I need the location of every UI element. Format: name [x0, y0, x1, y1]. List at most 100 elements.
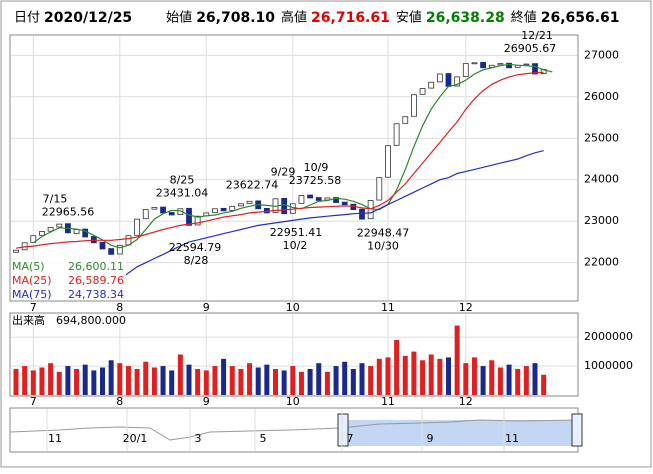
volume-bar — [247, 363, 253, 395]
volume-bar — [91, 370, 97, 395]
header: 日付 2020/12/25 始値 26,708.10 高値 26,716.61 安値 26,6… — [14, 10, 620, 27]
candle-body — [142, 209, 149, 220]
candle-body — [445, 73, 452, 87]
candle-body — [116, 244, 123, 255]
volume-bar — [316, 363, 322, 395]
x-tick-label: 8 — [116, 301, 123, 314]
candle-body — [454, 76, 461, 87]
volume-bar — [532, 363, 538, 395]
volume-bar — [402, 355, 408, 395]
volume-bar — [324, 371, 330, 395]
volume-bar — [100, 367, 105, 395]
navigator-line — [9, 419, 579, 441]
candle-body — [315, 197, 322, 201]
y-tick-label: 24000 — [584, 173, 619, 186]
legend-value: 26,600.11 — [68, 260, 124, 273]
volume-bar — [134, 368, 140, 395]
candle-body — [532, 63, 538, 75]
x-tick-label: 12 — [459, 395, 473, 408]
header-value: 2020/12/25 — [44, 10, 132, 26]
header-label: 高値 — [281, 10, 307, 26]
ma-line — [119, 150, 544, 280]
header-label: 終値 — [511, 10, 537, 26]
volume-bar — [264, 364, 270, 395]
candle-body — [56, 223, 63, 228]
volume-bar — [56, 371, 62, 395]
volume-bar — [428, 354, 434, 395]
volume-bar — [471, 357, 477, 395]
candle-body — [194, 215, 201, 226]
navigator-label: 11 — [48, 432, 62, 445]
volume-bar — [22, 366, 28, 395]
candle-body — [90, 236, 97, 244]
legend-name: MA(75) — [12, 288, 52, 301]
navigator-label: 11 — [505, 432, 519, 445]
candle-body — [298, 195, 305, 204]
navigator-label: 7 — [347, 432, 354, 445]
candle-body — [523, 63, 530, 66]
candle-body — [39, 231, 45, 236]
y-tick-label: 22000 — [584, 256, 619, 269]
candle-body — [462, 63, 469, 77]
annotation-date: 10/9 — [304, 161, 329, 174]
annotation-date: 10/30 — [367, 239, 399, 252]
navigator-handle-right[interactable] — [571, 413, 583, 447]
header-label: 始値 — [166, 10, 192, 26]
volume-bar — [30, 370, 36, 395]
header-value: 26,716.61 — [311, 10, 390, 26]
volume-value: 694,800.000 — [56, 314, 126, 327]
volume-bar — [298, 371, 304, 395]
candle-body — [134, 218, 141, 236]
candle-body — [220, 207, 227, 212]
volume-bar — [203, 370, 209, 395]
volume-bar — [385, 357, 391, 395]
volume-bar — [48, 363, 54, 395]
candle-body — [419, 88, 426, 95]
annotation-value: 23725.58 — [289, 174, 342, 187]
navigator-handle-left[interactable] — [337, 413, 349, 447]
candle-body — [99, 241, 106, 250]
volume-bar — [151, 367, 157, 395]
volume-bar — [463, 363, 469, 395]
candle-body — [108, 248, 115, 255]
volume-bar — [74, 368, 80, 395]
volume-bar — [420, 360, 426, 395]
ma-line — [32, 63, 553, 249]
annotation-date: 9/29 — [271, 165, 296, 178]
volume-bar — [169, 370, 175, 395]
annotation-date: 8/28 — [184, 254, 209, 267]
legend-value: 24,738.34 — [68, 288, 124, 301]
legend-name: MA(5) — [12, 260, 45, 273]
volume-bar — [541, 374, 547, 395]
x-tick-label: 11 — [381, 301, 395, 314]
annotation-value: 22951.41 — [270, 226, 323, 239]
candle-body — [229, 205, 236, 211]
annotation-date: 8/25 — [170, 173, 195, 186]
price-panel — [9, 34, 579, 302]
candle-body — [168, 212, 175, 216]
volume-bar — [350, 368, 356, 395]
candle-body — [471, 62, 478, 65]
x-tick-label: 10 — [286, 395, 300, 408]
volume-bar — [82, 364, 88, 395]
candle-body — [237, 203, 244, 207]
volume-bar — [376, 358, 382, 395]
annotation-date: 12/21 — [521, 29, 553, 42]
annotation-date: 10/2 — [283, 239, 308, 252]
candle-body — [506, 62, 512, 69]
x-tick-label: 7 — [30, 301, 37, 314]
annotation-value: 22594.79 — [169, 241, 222, 254]
header-label: 安値 — [396, 10, 422, 26]
volume-bar — [229, 366, 235, 395]
y-tick-label: 25000 — [584, 131, 619, 144]
volume-bar — [186, 364, 192, 395]
y-tick-label: 1000000 — [584, 359, 633, 372]
y-tick-label: 26000 — [584, 90, 619, 103]
candle-body — [402, 116, 409, 124]
x-tick-label: 12 — [459, 301, 473, 314]
volume-bar — [160, 366, 166, 395]
candle-body — [333, 197, 339, 203]
